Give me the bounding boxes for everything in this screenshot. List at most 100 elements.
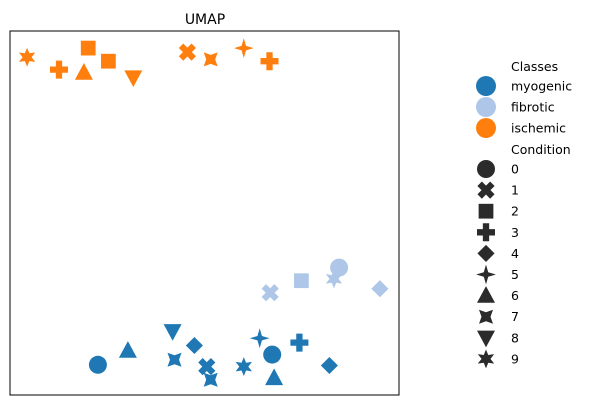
- legend-marker: [473, 177, 498, 202]
- legend-item-condition-0: 0: [477, 160, 519, 178]
- legend-swatch: [476, 118, 496, 138]
- point-ischemic-condition-6: [75, 63, 93, 80]
- legend-swatch: [476, 97, 496, 117]
- legend-label: 2: [511, 204, 519, 219]
- point-marker-star-6: [19, 48, 35, 67]
- point-myogenic-condition-4: [186, 337, 203, 354]
- legend-item-fibrotic: fibrotic: [476, 97, 555, 117]
- point-marker-plus-thick: [50, 61, 68, 79]
- point-marker-triangle-up: [119, 341, 137, 358]
- point-marker-x-thick: [175, 39, 200, 64]
- legend-item-condition-1: 1: [473, 177, 519, 202]
- point-myogenic-condition-6: [119, 341, 137, 358]
- point-marker-star-6: [236, 357, 252, 376]
- point-ischemic-condition-3: [50, 61, 68, 79]
- point-ischemic-condition-5: [234, 38, 254, 58]
- legend-label: 8: [511, 330, 519, 345]
- legend-title-condition: Condition: [511, 142, 571, 157]
- point-marker-square: [294, 273, 309, 288]
- point-fibrotic-condition-4: [371, 280, 388, 297]
- legend-marker-square: [479, 204, 494, 219]
- legend-label: ischemic: [511, 121, 566, 136]
- point-marker-plus-thick: [261, 52, 279, 70]
- legend-item-condition-5: 5: [476, 265, 519, 285]
- point-marker-star-4-x: [204, 52, 218, 66]
- legend-label: 9: [511, 351, 519, 366]
- legend-marker-diamond: [477, 245, 494, 262]
- legend-swatch: [476, 76, 496, 96]
- point-marker-star-4-x: [168, 353, 182, 367]
- legend-label: 7: [511, 309, 519, 324]
- scatter-points: [19, 38, 389, 387]
- plot-frame: [10, 31, 399, 395]
- legend-marker-triangle-up: [477, 286, 495, 303]
- point-ischemic-condition-8: [124, 70, 142, 87]
- point-marker-circle: [330, 259, 348, 277]
- legend-label: 0: [511, 162, 519, 177]
- legend-item-condition-7: 7: [479, 309, 519, 324]
- point-fibrotic-condition-1: [257, 280, 282, 305]
- legend-item-condition-8: 8: [477, 330, 519, 347]
- legend-marker: [477, 286, 495, 303]
- legend-marker: [478, 349, 494, 368]
- legend-marker-star-4-x: [479, 310, 493, 324]
- legend-marker: [476, 265, 496, 285]
- legend-item-ischemic: ischemic: [476, 118, 566, 138]
- point-ischemic-condition-2: [101, 54, 116, 69]
- legend-marker-plus-thick: [477, 223, 495, 241]
- point-ischemic-condition-7: [204, 52, 218, 66]
- point-myogenic-condition-6: [265, 368, 283, 385]
- point-myogenic-condition-0: [263, 346, 281, 364]
- point-fibrotic-condition-2: [294, 273, 309, 288]
- point-marker-diamond: [186, 337, 203, 354]
- legend-marker-x-thick: [473, 177, 498, 202]
- legend-marker-circle: [477, 160, 495, 178]
- legend-marker-triangle-down: [477, 331, 495, 348]
- legend-marker: [479, 310, 493, 324]
- legend-item-condition-2: 2: [479, 204, 519, 219]
- legend-marker: [479, 204, 494, 219]
- point-marker-triangle-up: [75, 63, 93, 80]
- legend-item-condition-4: 4: [477, 245, 519, 262]
- legend-item-condition-9: 9: [478, 349, 519, 368]
- legend-label: 6: [511, 288, 519, 303]
- legend-label: 5: [511, 267, 519, 282]
- point-myogenic-condition-3: [290, 334, 308, 352]
- chart-title: UMAP: [185, 12, 225, 28]
- legend-marker: [477, 160, 495, 178]
- point-marker-circle: [263, 346, 281, 364]
- point-ischemic-condition-3: [261, 52, 279, 70]
- point-marker-star-4: [250, 328, 270, 348]
- legend-marker: [477, 331, 495, 348]
- legend: Classes myogenic fibrotic ischemic Conditi…: [473, 59, 572, 368]
- point-marker-star-4: [234, 38, 254, 58]
- point-marker-square: [101, 54, 116, 69]
- point-marker-diamond: [371, 280, 388, 297]
- legend-marker: [477, 245, 494, 262]
- point-myogenic-condition-4: [321, 357, 338, 374]
- point-ischemic-condition-2: [81, 41, 96, 56]
- legend-marker: [477, 223, 495, 241]
- point-marker-circle: [89, 356, 107, 374]
- point-marker-plus-thick: [290, 334, 308, 352]
- legend-marker-star-4: [476, 265, 496, 285]
- legend-classes: myogenic fibrotic ischemic: [476, 76, 572, 138]
- legend-label: fibrotic: [511, 100, 555, 115]
- point-marker-square: [81, 41, 96, 56]
- legend-item-myogenic: myogenic: [476, 76, 572, 96]
- point-fibrotic-condition-0: [330, 259, 348, 277]
- legend-label: 1: [511, 183, 519, 198]
- point-ischemic-condition-1: [175, 39, 200, 64]
- point-myogenic-condition-9: [236, 357, 252, 376]
- legend-label: myogenic: [511, 79, 572, 94]
- legend-item-condition-6: 6: [477, 286, 519, 303]
- point-myogenic-condition-0: [89, 356, 107, 374]
- point-myogenic-condition-5: [250, 328, 270, 348]
- legend-label: 3: [511, 225, 519, 240]
- point-marker-diamond: [321, 357, 338, 374]
- point-myogenic-condition-8: [164, 324, 182, 341]
- legend-item-condition-3: 3: [477, 223, 519, 241]
- point-ischemic-condition-9: [19, 48, 35, 67]
- point-marker-triangle-up: [265, 368, 283, 385]
